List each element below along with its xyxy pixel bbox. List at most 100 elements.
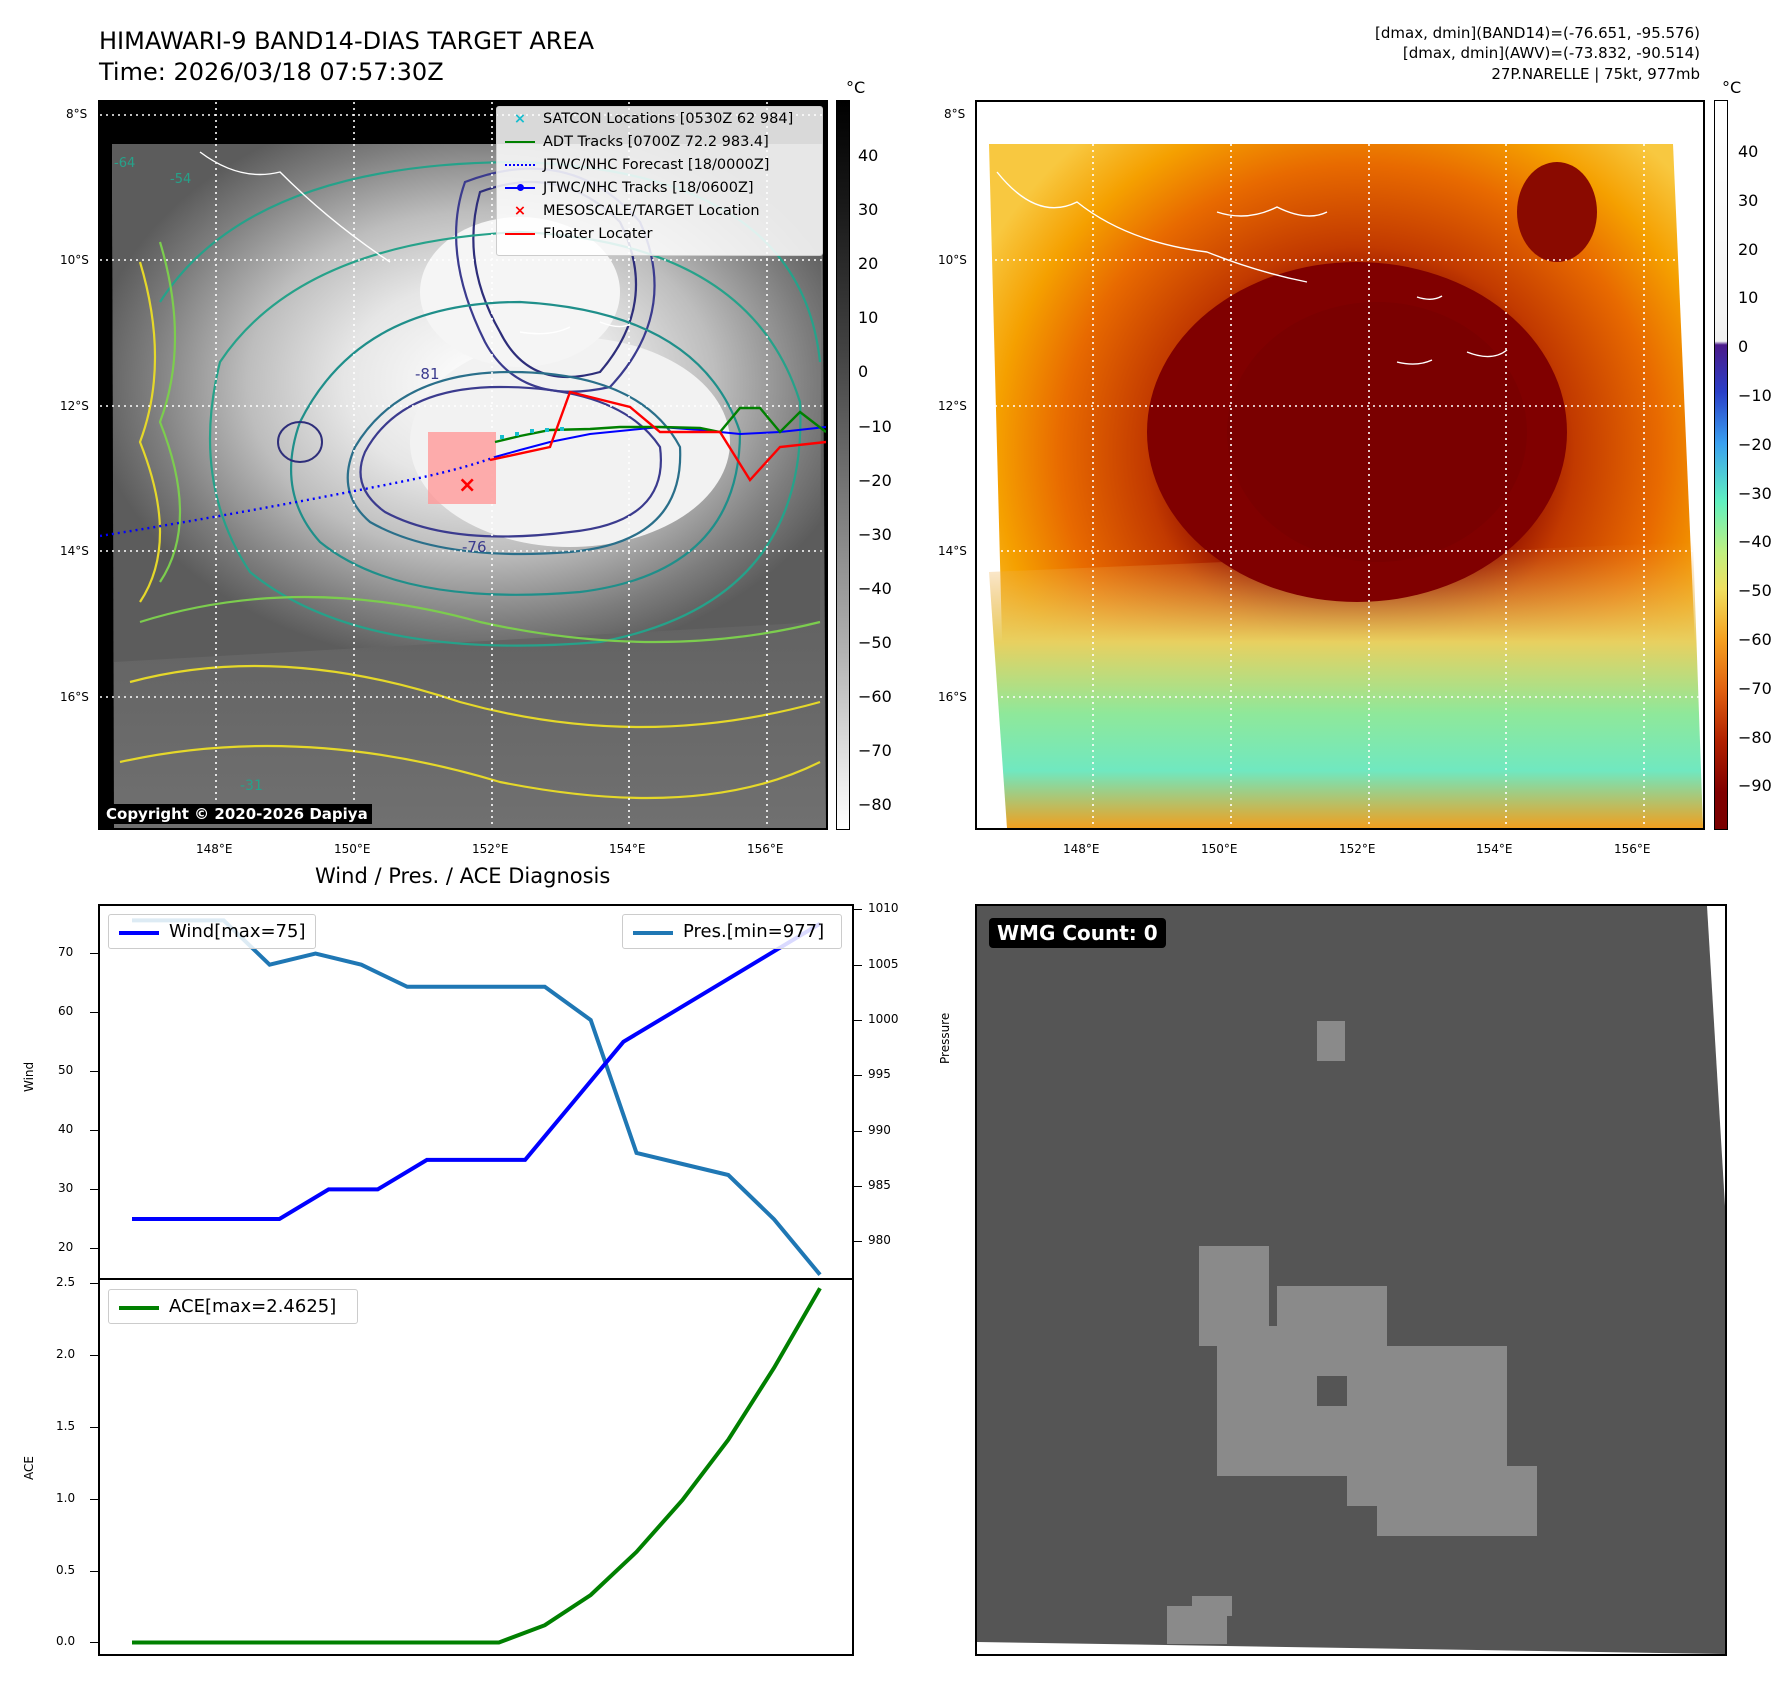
storm-info: 27P.NARELLE | 75kt, 977mb xyxy=(1491,65,1700,83)
legend-item: Wind[max=75] xyxy=(109,915,315,948)
tick-mark xyxy=(854,1020,862,1022)
contour-label: -54 xyxy=(170,172,192,187)
line-icon xyxy=(115,1299,163,1315)
wind-series-line xyxy=(132,921,822,1221)
svg-text:×: × xyxy=(458,473,476,498)
wind-tick: 60 xyxy=(58,1004,74,1019)
ace-tick: 0.5 xyxy=(56,1562,76,1577)
tick-mark xyxy=(854,1186,862,1188)
stats-band14: [dmax, dmin](BAND14)=(-76.651, -95.576) xyxy=(1375,24,1700,42)
colorbar-tick: 30 xyxy=(858,200,879,220)
lon-tick: 150°E xyxy=(334,842,371,856)
colorbar-tick: 40 xyxy=(858,146,879,165)
tick-mark xyxy=(90,1426,98,1428)
tick-mark xyxy=(90,1248,98,1250)
copyright-label: Copyright © 2020-2026 Dapiya xyxy=(102,804,372,824)
lat-tick: 10°S xyxy=(60,253,89,267)
lat-tick: 8°S xyxy=(66,107,88,121)
wmg-panel: WMG Count: 0 xyxy=(975,904,1727,1656)
tick-mark xyxy=(854,964,862,966)
wind-legend: Wind[max=75] xyxy=(108,914,316,949)
lat-tick: 16°S xyxy=(60,690,89,704)
figure-title: HIMAWARI-9 BAND14-DIAS TARGET AREA xyxy=(99,27,595,55)
x-marker-icon: × xyxy=(513,110,527,127)
pressure-legend: Pres.[min=977] xyxy=(622,914,842,949)
figure-time: Time: 2026/03/18 07:57:30Z xyxy=(99,58,444,86)
colorbar-tick: −80 xyxy=(858,795,892,815)
lat-tick: 8°S xyxy=(944,107,966,121)
ace-chart xyxy=(132,1287,822,1645)
legend-item: JTWC/NHC Tracks [18/0600Z] xyxy=(497,176,822,199)
tick-mark xyxy=(90,1189,98,1191)
wmg-imagery xyxy=(977,906,1725,1654)
wind-tick: 30 xyxy=(58,1181,74,1196)
lat-tick: 10°S xyxy=(938,253,967,267)
tick-mark xyxy=(854,1241,862,1243)
colorbar-tick: −70 xyxy=(1738,678,1772,698)
colorbar-tick: −60 xyxy=(858,687,892,706)
ace-series-line xyxy=(132,1287,822,1645)
line-icon xyxy=(503,134,537,150)
line-icon xyxy=(503,226,537,242)
pressure-tick: 1000 xyxy=(868,1012,899,1027)
colorbar-unit: °C xyxy=(846,78,866,97)
tick-mark xyxy=(90,1071,98,1073)
colorbar-tick: −20 xyxy=(858,470,892,490)
pressure-axis-label: Pressure xyxy=(938,1012,952,1064)
colorbar-tick: −10 xyxy=(1738,386,1772,405)
colorbar-tick: −90 xyxy=(1738,776,1772,796)
ace-legend: ACE[max=2.4625] xyxy=(108,1289,358,1324)
line-icon xyxy=(115,924,163,940)
lon-tick: 152°E xyxy=(472,842,509,856)
lon-tick: 156°E xyxy=(1614,842,1651,856)
colorbar-tick: −70 xyxy=(858,741,892,761)
contour-label: -64 xyxy=(114,156,136,171)
lon-tick: 154°E xyxy=(1476,842,1513,856)
pressure-tick: 985 xyxy=(868,1178,891,1193)
tick-mark xyxy=(90,1012,98,1014)
colorbar-tick: −20 xyxy=(1738,434,1772,454)
legend-item: Floater Locater xyxy=(497,222,822,245)
lon-tick: 152°E xyxy=(1339,842,1376,856)
lat-tick: 16°S xyxy=(938,690,967,704)
lat-tick: 14°S xyxy=(938,544,967,558)
legend-item: × MESOSCALE/TARGET Location xyxy=(497,199,822,222)
tick-mark xyxy=(854,1130,862,1132)
legend-item: × SATCON Locations [0530Z 62 984] xyxy=(497,107,822,130)
colorbar-tick: −50 xyxy=(1738,581,1772,601)
colorbar-tick: 20 xyxy=(1738,239,1759,259)
awv-colorbar xyxy=(1714,100,1728,830)
ace-tick: 0.0 xyxy=(56,1634,76,1649)
awv-map-panel xyxy=(975,100,1705,830)
stats-awv: [dmax, dmin](AWV)=(-73.832, -90.514) xyxy=(1402,44,1700,62)
dotted-line-icon xyxy=(503,157,537,173)
tick-mark xyxy=(90,1282,98,1284)
pressure-tick: 995 xyxy=(868,1067,891,1082)
tick-mark xyxy=(90,1130,98,1132)
legend-item: Pres.[min=977] xyxy=(623,915,841,948)
wind-pres-panel xyxy=(98,904,854,1280)
tick-mark xyxy=(854,1075,862,1077)
lat-tick: 12°S xyxy=(60,399,89,413)
contour-label: -81 xyxy=(415,365,440,383)
wind-tick: 40 xyxy=(58,1122,74,1137)
wind-tick: 20 xyxy=(58,1240,74,1255)
ace-tick: 2.0 xyxy=(56,1346,76,1361)
x-marker-icon: × xyxy=(513,202,527,219)
legend-item: ACE[max=2.4625] xyxy=(109,1290,357,1323)
tick-mark xyxy=(90,1354,98,1356)
lat-tick: 14°S xyxy=(60,544,89,558)
contour-label: -76 xyxy=(462,538,487,556)
colorbar-tick: −50 xyxy=(858,632,892,652)
wind-axis-label: Wind xyxy=(22,1061,36,1092)
legend-item: ADT Tracks [0700Z 72.2 983.4] xyxy=(497,130,822,153)
tick-mark xyxy=(90,1570,98,1572)
pressure-tick: 1005 xyxy=(868,956,899,971)
contour-label: -31 xyxy=(240,778,263,794)
wmg-count-badge: WMG Count: 0 xyxy=(989,918,1166,948)
pressure-tick: 980 xyxy=(868,1233,891,1248)
lon-tick: 156°E xyxy=(747,842,784,856)
colorbar-tick: 0 xyxy=(858,362,869,382)
ace-panel xyxy=(98,1278,854,1656)
lon-tick: 150°E xyxy=(1201,842,1238,856)
